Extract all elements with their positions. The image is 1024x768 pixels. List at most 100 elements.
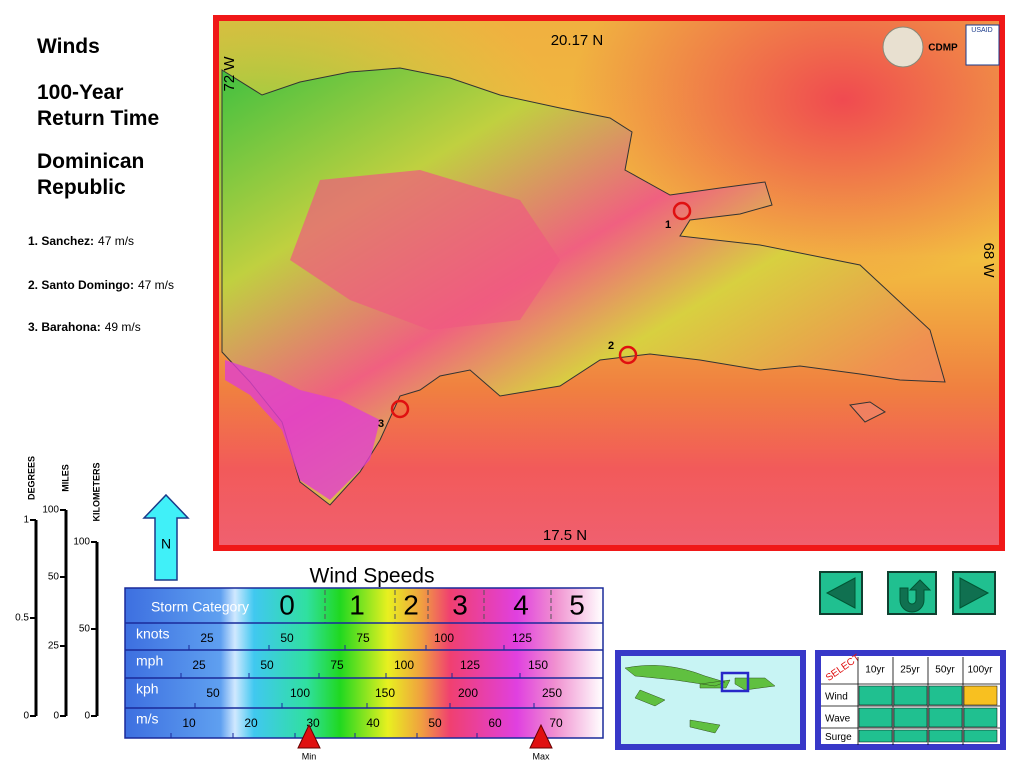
scale-bar-label: MILES [60, 464, 70, 492]
selector-cell[interactable] [928, 685, 963, 706]
scale-tick-label: 1 [23, 515, 29, 526]
site-value: 49 m/s [104, 320, 141, 334]
speed-label: 100 [394, 658, 414, 672]
selector-cell[interactable] [893, 707, 928, 728]
selector-cell[interactable] [893, 729, 928, 743]
subtitle: 100-Year Return Time [37, 81, 160, 130]
selector-cell[interactable] [928, 707, 963, 728]
column-label: 10yr [865, 665, 885, 676]
scale-tick-label: 25 [48, 641, 60, 652]
lon-label: 72 W [221, 56, 238, 92]
speed-label: 50 [280, 631, 294, 645]
site-name: 2. Santo Domingo: [28, 278, 134, 292]
region: Dominican Republic [37, 150, 145, 199]
site-name: 3. Barahona: [28, 320, 101, 334]
unit-label: m/s [136, 711, 159, 727]
speed-label: 60 [488, 716, 502, 730]
speed-label: 75 [356, 631, 370, 645]
scale-tick-label: 50 [79, 624, 91, 635]
max-label: Max [532, 751, 550, 761]
min-pointer[interactable] [297, 723, 321, 749]
category-label: 5 [569, 589, 585, 620]
selector-cell[interactable] [893, 685, 928, 706]
column-label: 25yr [900, 665, 920, 676]
row-label: Surge [825, 732, 852, 743]
site: 2. Santo Domingo: 47 m/s [28, 278, 174, 292]
category-label: 2 [403, 589, 419, 620]
category-label: 4 [513, 589, 529, 620]
speed-label: 150 [528, 658, 548, 672]
category-label: 0 [279, 589, 295, 620]
column-label: 100yr [967, 665, 993, 676]
scale-tick-label: 50 [48, 572, 60, 583]
site-marker[interactable] [390, 399, 410, 419]
selector-cell[interactable] [963, 729, 998, 743]
donor-label: USAID [971, 27, 992, 34]
selector-cell[interactable] [963, 685, 998, 706]
speed-label: 100 [434, 631, 454, 645]
legend-header: Storm Category [151, 599, 249, 615]
selector-cell[interactable] [963, 707, 998, 728]
category-label: 1 [349, 589, 365, 620]
lat-label: 17.5 N [543, 527, 587, 544]
land-shading [225, 360, 380, 500]
north-label: N [161, 536, 171, 552]
unit-label: mph [136, 653, 163, 669]
selector-cell[interactable] [928, 729, 963, 743]
site-marker[interactable] [618, 345, 638, 365]
scale-tick-label: 100 [42, 505, 59, 516]
agency-label: CDMP [928, 43, 958, 54]
speed-label: 20 [244, 716, 258, 730]
unit-label: knots [136, 626, 169, 642]
min-label: Min [302, 751, 317, 761]
logo-oas [882, 26, 924, 68]
row-label: Wave [825, 714, 851, 725]
scale-tick-label: 0.5 [15, 613, 29, 624]
title: Winds [37, 35, 100, 58]
speed-label: 125 [460, 658, 480, 672]
speed-label: 100 [290, 686, 310, 700]
inset-highlight [720, 671, 750, 693]
scale-tick-label: 0 [53, 711, 59, 722]
marker-label: 3 [378, 418, 384, 430]
max-pointer[interactable] [529, 723, 553, 749]
inset-land [624, 665, 776, 734]
legend-scale [124, 587, 604, 739]
scale-tick-label: 100 [73, 537, 90, 548]
site-marker[interactable] [672, 201, 692, 221]
marker-label: 1 [665, 219, 671, 231]
scale-tick-label: 0 [84, 711, 90, 722]
row-label: Wind [825, 692, 848, 703]
lat-label: 20.17 N [551, 32, 604, 49]
marker-label: 2 [608, 340, 614, 352]
selector-cell[interactable] [858, 707, 893, 728]
speed-label: 25 [200, 631, 214, 645]
speed-label: 70 [549, 716, 563, 730]
speed-label: 50 [206, 686, 220, 700]
back-icon [825, 577, 856, 609]
lon-label: 68 W [980, 242, 997, 278]
site-value: 47 m/s [98, 234, 135, 248]
speed-label: 10 [182, 716, 196, 730]
site-name: 1. Sanchez: [28, 234, 95, 248]
unit-label: kph [136, 681, 159, 697]
speed-label: 50 [428, 716, 442, 730]
scale-bar-label: KILOMETERS [91, 462, 101, 521]
speed-label: 25 [192, 658, 206, 672]
selector-cell[interactable] [858, 729, 893, 743]
speed-label: 150 [375, 686, 395, 700]
speed-label: 250 [542, 686, 562, 700]
islet [849, 401, 886, 423]
speed-label: 200 [458, 686, 478, 700]
selector-cell[interactable] [858, 685, 893, 706]
scale-tick-label: 0 [23, 711, 29, 722]
column-label: 50yr [935, 665, 955, 676]
logo-usaid [965, 24, 1000, 66]
speed-label: 125 [512, 631, 532, 645]
next-icon [959, 577, 990, 609]
speed-label: 40 [366, 716, 380, 730]
land-shading [290, 170, 560, 330]
category-label: 3 [452, 589, 468, 620]
site: 1. Sanchez: 47 m/s [28, 234, 134, 248]
